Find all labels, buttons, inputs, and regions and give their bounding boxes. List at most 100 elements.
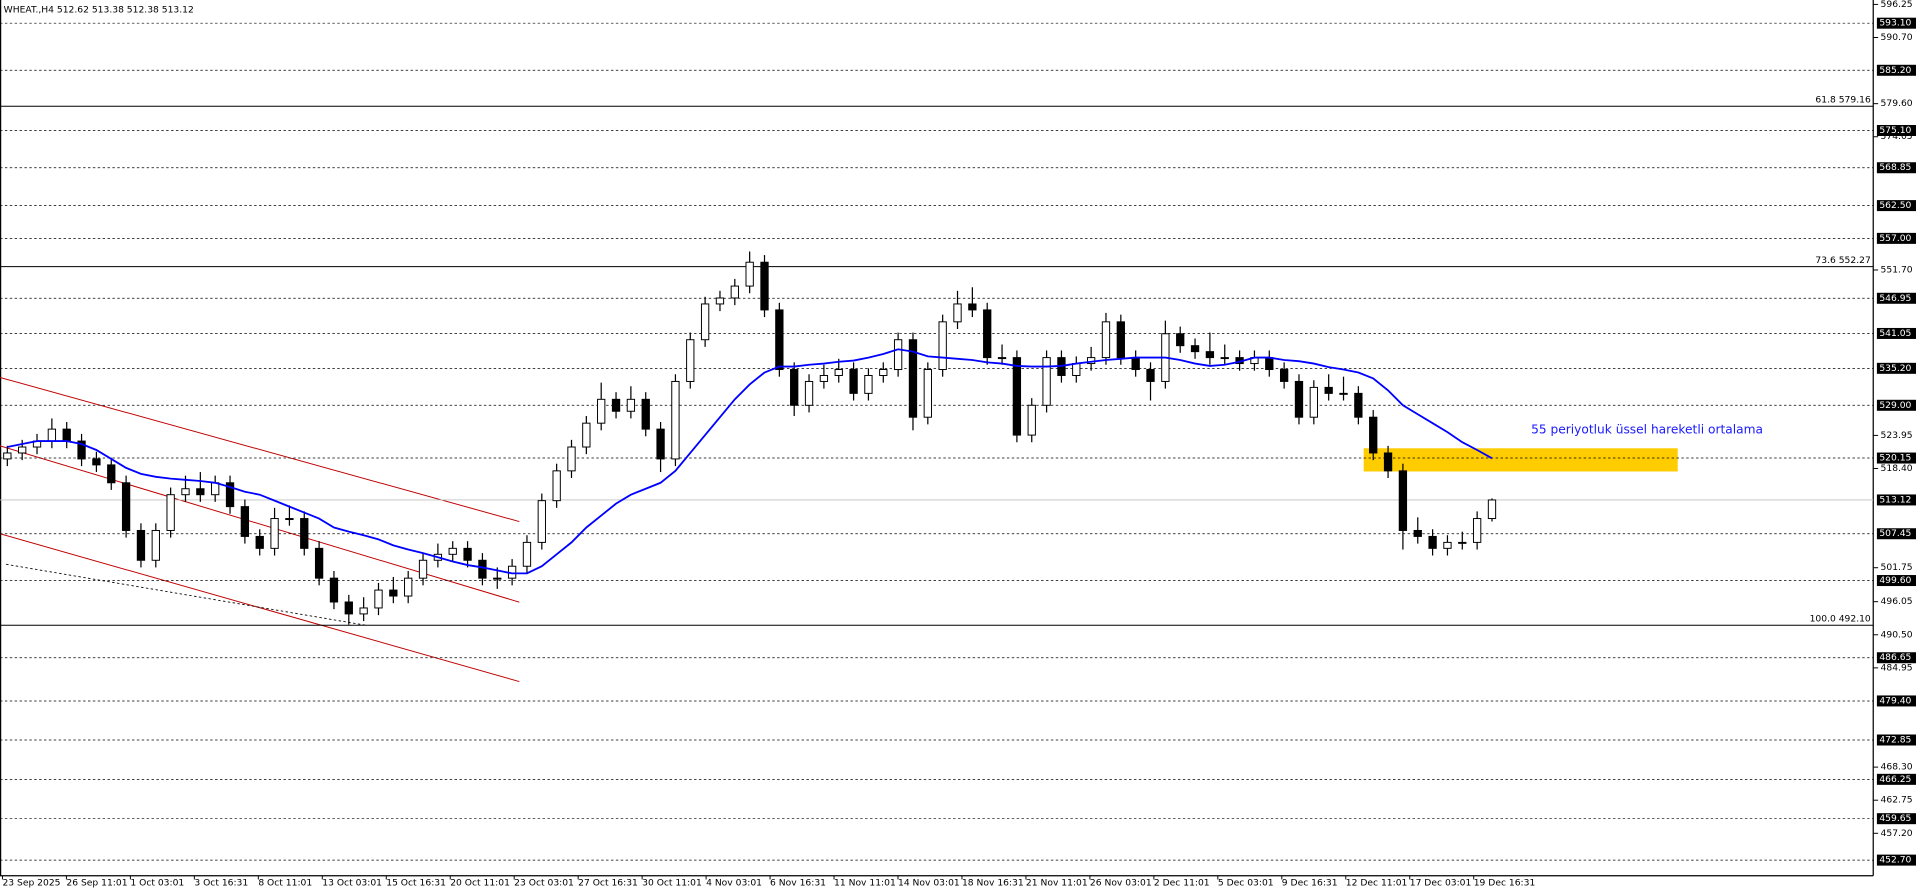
candle-body bbox=[1458, 541, 1467, 544]
channel-lower bbox=[0, 533, 520, 683]
x-tick-label: 17 Dec 03:01 bbox=[1410, 878, 1472, 888]
candle-body bbox=[715, 297, 725, 305]
level-label-box bbox=[1876, 64, 1916, 76]
candle-body bbox=[478, 559, 487, 579]
fib-label: 73.6 552.27 bbox=[1815, 255, 1871, 266]
level-label: 557.00 bbox=[1879, 233, 1911, 244]
candle-body bbox=[181, 488, 190, 496]
chart-title: WHEAT.,H4 512.62 513.38 512.38 513.12 bbox=[4, 4, 194, 15]
y-tick-label: 490.50 bbox=[1881, 629, 1913, 640]
level-label: 472.85 bbox=[1879, 734, 1911, 745]
candle-body bbox=[1369, 416, 1378, 454]
candle-body bbox=[1472, 518, 1482, 543]
candle-body bbox=[1042, 357, 1051, 406]
candle-body bbox=[374, 589, 383, 609]
candle-body bbox=[760, 261, 769, 311]
x-tick-label: 23 Sep 2025 bbox=[2, 878, 60, 888]
level-label: 585.20 bbox=[1879, 65, 1911, 76]
candle-body bbox=[968, 303, 977, 311]
level-label-box bbox=[1876, 652, 1916, 664]
level-label-box bbox=[1876, 813, 1916, 825]
candle-body bbox=[47, 428, 57, 442]
candle-body bbox=[1294, 380, 1304, 418]
candle-body bbox=[211, 482, 220, 496]
candle-body bbox=[671, 380, 680, 460]
x-tick-label: 13 Oct 03:01 bbox=[322, 878, 382, 888]
y-tick-label: 462.75 bbox=[1881, 795, 1913, 806]
level-label-box bbox=[1876, 124, 1916, 136]
level-label-box bbox=[1876, 362, 1916, 374]
candle-body bbox=[775, 309, 784, 371]
candle-body bbox=[1354, 392, 1363, 418]
candle-body bbox=[537, 500, 546, 543]
candle-body bbox=[240, 506, 250, 537]
candle-body bbox=[908, 339, 918, 418]
candle-body bbox=[582, 422, 591, 448]
fib-label: 100.0 492.10 bbox=[1810, 614, 1871, 625]
x-tick-label: 3 Oct 16:31 bbox=[194, 878, 248, 888]
candle-body bbox=[953, 303, 962, 323]
candle-body bbox=[641, 398, 650, 430]
candle-body bbox=[300, 518, 309, 549]
level-label-box bbox=[1876, 327, 1916, 339]
candle-body bbox=[255, 535, 264, 549]
level-label: 466.25 bbox=[1879, 774, 1911, 785]
x-tick-label: 20 Oct 11:01 bbox=[450, 878, 510, 888]
candle-body bbox=[686, 339, 695, 382]
x-tick-label: 9 Dec 16:31 bbox=[1282, 878, 1338, 888]
x-tick-label: 26 Nov 03:01 bbox=[1090, 878, 1152, 888]
level-label: 459.65 bbox=[1879, 813, 1911, 824]
x-tick-label: 27 Oct 16:31 bbox=[578, 878, 638, 888]
channel-upper bbox=[0, 376, 520, 523]
level-label: 479.40 bbox=[1879, 695, 1911, 706]
candle-body bbox=[819, 374, 829, 382]
candle-body bbox=[1428, 535, 1437, 549]
candle-body bbox=[1265, 357, 1274, 371]
y-tick-label: 457.20 bbox=[1881, 828, 1913, 839]
candle-body bbox=[196, 488, 205, 496]
level-label: 593.10 bbox=[1879, 18, 1911, 29]
candle-body bbox=[1398, 470, 1408, 531]
candle-body bbox=[463, 547, 472, 561]
x-tick-label: 8 Oct 11:01 bbox=[258, 878, 312, 888]
x-tick-label: 6 Nov 16:31 bbox=[770, 878, 826, 888]
current-price-box bbox=[1876, 494, 1916, 506]
x-tick-label: 4 Nov 03:01 bbox=[706, 878, 762, 888]
y-tick-label: 518.40 bbox=[1881, 463, 1913, 474]
candle-body bbox=[597, 398, 606, 424]
level-label: 507.45 bbox=[1879, 528, 1911, 539]
candle-body bbox=[1279, 369, 1289, 382]
level-label-box bbox=[1876, 162, 1916, 174]
level-label-box bbox=[1876, 773, 1916, 785]
channel-middle bbox=[0, 445, 520, 603]
candle-body bbox=[834, 369, 843, 376]
x-tick-label: 11 Nov 11:01 bbox=[834, 878, 896, 888]
candle-body bbox=[1116, 321, 1125, 359]
level-label: 529.00 bbox=[1879, 400, 1911, 411]
annotation: 55 periyotluk üssel hareketli ortalama bbox=[1531, 422, 1763, 436]
y-tick-label: 551.70 bbox=[1881, 264, 1913, 275]
candle-body bbox=[1487, 499, 1497, 520]
candle-body bbox=[1072, 363, 1081, 376]
y-tick-label: 501.75 bbox=[1881, 562, 1913, 573]
candle-body bbox=[997, 357, 1007, 360]
candle-body bbox=[893, 339, 903, 371]
y-tick-label: 496.05 bbox=[1881, 596, 1913, 607]
x-tick-label: 15 Oct 16:31 bbox=[386, 878, 446, 888]
level-label: 520.15 bbox=[1879, 453, 1911, 464]
candle-body bbox=[938, 321, 947, 371]
y-tick-label: 596.25 bbox=[1881, 0, 1913, 10]
candle-body bbox=[626, 398, 636, 412]
level-label-box bbox=[1876, 854, 1916, 866]
plot bbox=[3, 251, 1497, 625]
y-tick-label: 523.95 bbox=[1881, 430, 1913, 441]
candle-body bbox=[1131, 357, 1140, 371]
candle-body bbox=[1205, 351, 1215, 359]
candle-body bbox=[1190, 345, 1200, 353]
candle-body bbox=[344, 601, 353, 615]
level-label-box bbox=[1876, 695, 1916, 707]
candle-body bbox=[1176, 333, 1185, 347]
